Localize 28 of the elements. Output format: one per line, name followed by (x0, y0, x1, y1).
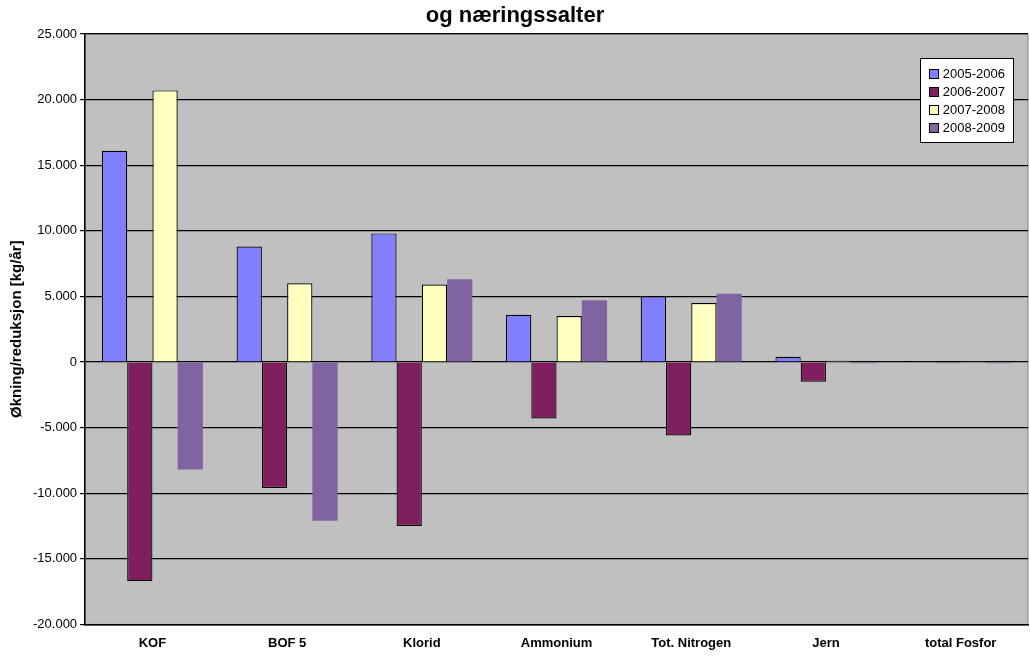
y-tick-label: 15.000 (37, 156, 78, 172)
x-tick-label: Jern (812, 634, 840, 650)
bar (581, 300, 608, 362)
chart-title: og næringssalter (425, 2, 605, 27)
bar (312, 362, 338, 521)
x-tick-label: Tot. Nitrogen (651, 634, 732, 650)
y-axis-title: Økning/reduksjon [kg/år] (7, 240, 25, 418)
x-tick-label: BOF 5 (267, 634, 307, 650)
x-tick-label: total Fosfor (924, 634, 997, 650)
x-tick-label: KOF (138, 634, 167, 650)
bar (447, 279, 473, 362)
y-tick-label: 10.000 (37, 222, 78, 238)
y-tick-label: 0 (69, 353, 78, 369)
y-tick-label: -10.000 (33, 484, 78, 500)
bar (177, 362, 203, 470)
x-tick-label: Ammonium (520, 634, 593, 650)
legend-label: 2007-2008 (942, 102, 1005, 117)
legend-label: 2006-2007 (942, 84, 1005, 99)
legend-label: 2005-2006 (942, 66, 1005, 81)
y-tick-label: -5.000 (40, 419, 78, 435)
y-tick-label: -15.000 (33, 550, 78, 566)
y-tick-label: 25.000 (37, 25, 78, 41)
x-tick-label: Klorid (403, 634, 441, 650)
y-tick-label: 5.000 (44, 287, 78, 303)
y-tick-label: -20.000 (33, 615, 78, 631)
y-tick-label: 20.000 (37, 91, 78, 107)
legend-label: 2008-2009 (942, 120, 1005, 135)
bar (716, 293, 742, 362)
